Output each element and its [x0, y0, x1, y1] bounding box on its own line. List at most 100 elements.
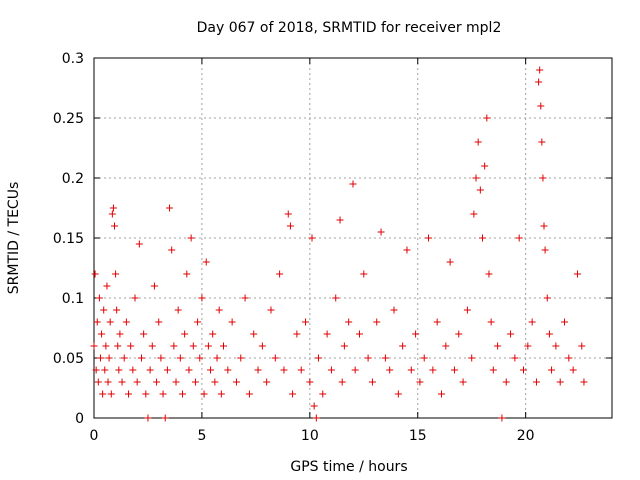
- data-point: [314, 354, 322, 362]
- data-point: [245, 390, 253, 398]
- data-point: [220, 342, 227, 350]
- data-point: [327, 366, 335, 374]
- data-point: [276, 270, 284, 278]
- data-point: [538, 138, 546, 146]
- data-point: [543, 294, 551, 302]
- data-point: [103, 282, 111, 290]
- data-point: [213, 354, 221, 362]
- data-point: [472, 174, 480, 182]
- data-point: [474, 138, 482, 146]
- data-point: [289, 390, 297, 398]
- data-point: [178, 390, 186, 398]
- data-point: [455, 330, 463, 338]
- data-point: [368, 378, 376, 386]
- data-point: [148, 342, 156, 350]
- data-point: [94, 378, 102, 386]
- data-point: [153, 378, 161, 386]
- data-point: [129, 366, 137, 374]
- data-point: [540, 222, 548, 230]
- data-point: [155, 318, 163, 326]
- data-point: [312, 414, 320, 422]
- data-point: [125, 390, 133, 398]
- data-point: [498, 414, 506, 422]
- data-point: [407, 366, 415, 374]
- data-point: [394, 390, 402, 398]
- data-point: [96, 354, 104, 362]
- data-point: [569, 366, 577, 374]
- data-point: [254, 366, 262, 374]
- data-point: [118, 378, 126, 386]
- data-point: [463, 306, 471, 314]
- data-point: [146, 366, 154, 374]
- y-tick-label: 0.3: [62, 51, 84, 67]
- data-point: [556, 378, 564, 386]
- data-point: [511, 354, 519, 362]
- data-point: [250, 330, 258, 338]
- data-point: [209, 330, 217, 338]
- data-point: [429, 366, 437, 374]
- data-point: [319, 390, 327, 398]
- data-point: [539, 174, 547, 182]
- data-point: [373, 318, 381, 326]
- data-point: [104, 378, 112, 386]
- data-point: [202, 258, 210, 266]
- data-point: [390, 306, 398, 314]
- data-point: [207, 366, 215, 374]
- data-point: [332, 294, 340, 302]
- data-point: [360, 270, 368, 278]
- data-point: [412, 330, 420, 338]
- data-point: [548, 366, 556, 374]
- data-point: [284, 210, 292, 218]
- data-point: [241, 294, 249, 302]
- data-point: [470, 210, 478, 218]
- data-point: [185, 366, 193, 374]
- tick-layer: 0 0.05 0.1 0.15 0.2 0.25 0.3 0 5 10 15 20: [53, 51, 612, 444]
- y-tick-label: 0.2: [62, 171, 84, 187]
- data-point: [293, 330, 301, 338]
- data-point: [115, 366, 123, 374]
- y-tick-label: 0.05: [53, 351, 84, 367]
- data-point: [95, 294, 103, 302]
- data-point: [196, 354, 204, 362]
- data-point: [459, 378, 467, 386]
- data-point: [446, 258, 454, 266]
- data-point: [425, 234, 433, 242]
- data-point: [166, 204, 174, 212]
- data-point: [112, 270, 120, 278]
- data-point: [489, 366, 497, 374]
- data-point: [101, 366, 109, 374]
- data-point: [355, 330, 363, 338]
- x-tick-label: 10: [301, 428, 319, 444]
- data-point: [109, 204, 117, 212]
- data-point: [200, 390, 208, 398]
- data-point: [578, 342, 586, 350]
- data-point: [142, 390, 150, 398]
- data-point: [215, 306, 223, 314]
- data-point: [176, 354, 184, 362]
- data-point: [336, 216, 344, 224]
- data-point: [416, 378, 424, 386]
- data-point: [532, 378, 540, 386]
- data-point: [308, 234, 316, 242]
- data-point: [90, 342, 98, 350]
- x-tick-label: 20: [517, 428, 535, 444]
- data-point: [258, 342, 266, 350]
- data-point: [437, 390, 445, 398]
- data-point: [442, 342, 450, 350]
- data-point: [120, 354, 128, 362]
- data-point: [157, 354, 165, 362]
- data-point: [191, 378, 199, 386]
- data-point: [537, 102, 545, 110]
- x-tick-label: 0: [90, 428, 99, 444]
- data-point: [306, 378, 314, 386]
- data-point: [494, 342, 502, 350]
- data-point: [340, 342, 348, 350]
- data-point: [168, 246, 176, 254]
- data-point: [479, 234, 486, 242]
- data-point: [381, 354, 389, 362]
- y-tick-label: 0.25: [53, 111, 84, 127]
- data-point: [211, 378, 219, 386]
- data-point: [545, 330, 553, 338]
- data-point: [377, 228, 385, 236]
- data-point: [217, 390, 225, 398]
